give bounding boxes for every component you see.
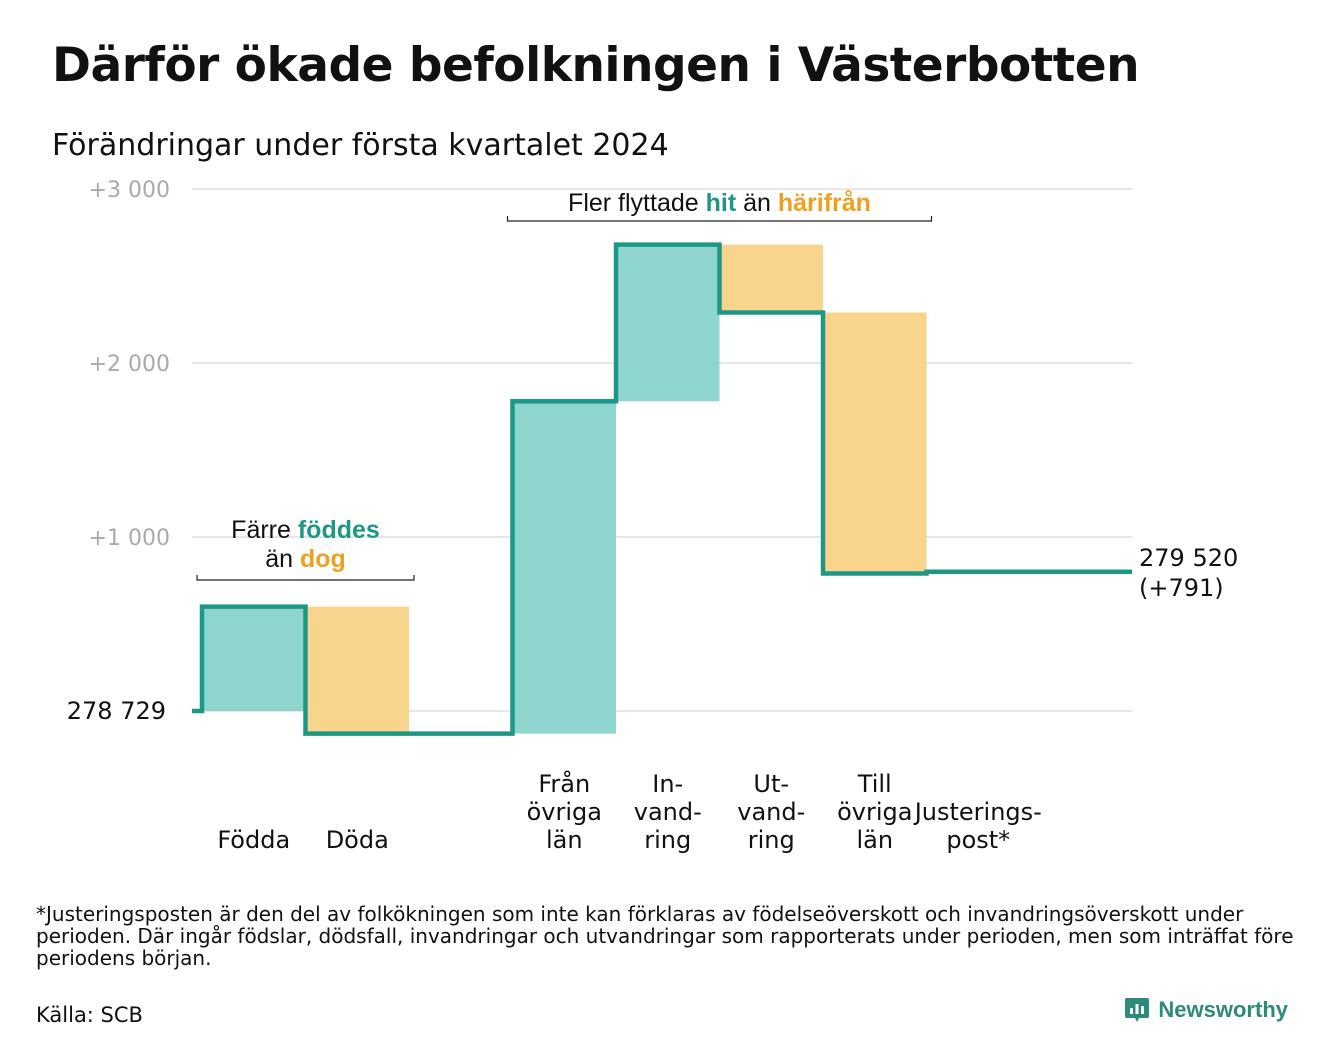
- annotation-text: än: [265, 545, 293, 573]
- bar: [823, 312, 927, 574]
- newsworthy-logo-icon: [1125, 998, 1150, 1022]
- category-label: ring: [748, 826, 795, 854]
- category-label: In-: [652, 770, 683, 798]
- y-tick-label: +1 000: [89, 526, 170, 551]
- category-label: Till: [857, 770, 892, 798]
- category-label: övriga: [527, 798, 602, 826]
- source-text: Källa: SCB: [36, 1003, 143, 1027]
- births-bracket: [196, 575, 415, 581]
- end-value-label: 279 520: [1139, 544, 1238, 572]
- category-label: Från: [538, 769, 590, 798]
- step-line: [192, 242, 1132, 736]
- category-label: Justerings-: [913, 798, 1042, 826]
- annotation-highlight-out: dog: [293, 545, 346, 573]
- annotation-highlight-out: härifrån: [771, 189, 871, 217]
- brand-name: Newsworthy: [1158, 997, 1288, 1022]
- category-label: Ut-: [753, 770, 789, 798]
- category-label: län: [546, 826, 583, 854]
- category-label: län: [856, 826, 893, 854]
- bars: [202, 244, 927, 734]
- waterfall-step-line: [192, 242, 1132, 736]
- annotation-text: Färre: [231, 516, 291, 544]
- bar: [616, 244, 720, 402]
- chart-subtitle: Förändringar under första kvartalet 2024: [52, 128, 669, 163]
- annotation-text: än: [736, 189, 771, 217]
- category-label: ring: [644, 826, 691, 854]
- bar: [305, 606, 409, 734]
- births-annotation-line2: än dog: [265, 545, 346, 573]
- y-tick-label: +3 000: [89, 178, 170, 203]
- start-value-label: 278 729: [67, 697, 166, 725]
- annotation-highlight-in: hit: [699, 189, 737, 217]
- bar: [202, 606, 306, 711]
- brand-logo: Newsworthy: [1124, 996, 1288, 1024]
- category-label: Döda: [326, 826, 389, 854]
- births-annotation-line1: Färre föddes: [231, 516, 380, 544]
- bar: [719, 244, 823, 313]
- footnote: *Justeringsposten är den del av folkökni…: [36, 902, 1294, 970]
- y-tick-label: +2 000: [89, 352, 170, 377]
- bar: [512, 401, 616, 734]
- category-label: Födda: [217, 826, 290, 854]
- moves-annotation: Fler flyttade hit än härifrån: [568, 189, 871, 217]
- annotation-highlight-in: föddes: [291, 516, 380, 544]
- annotation-text: Fler flyttade: [568, 189, 699, 217]
- moves-bracket: [506, 216, 933, 222]
- category-label: vand-: [737, 798, 805, 826]
- chart-title: Därför ökade befolkningen i Västerbotten: [52, 38, 1140, 93]
- category-label: vand-: [634, 798, 702, 826]
- category-label: övriga: [837, 798, 912, 826]
- category-label: post*: [946, 826, 1010, 854]
- end-change-label: (+791): [1139, 574, 1224, 602]
